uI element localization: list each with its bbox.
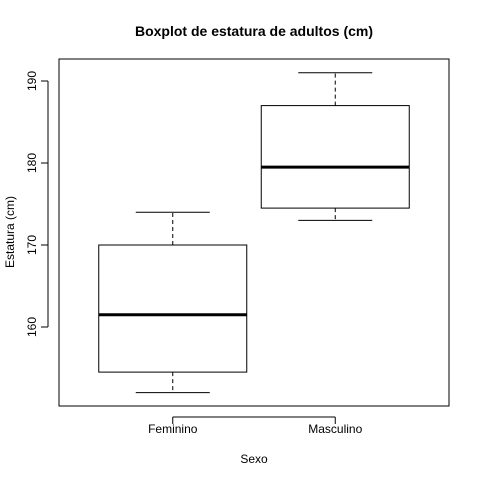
y-tick-label-160: 160 [25, 317, 39, 337]
y-tick-label-170: 170 [25, 235, 39, 255]
chart-title: Boxplot de estatura de adultos (cm) [135, 23, 373, 39]
box-masculino [260, 72, 410, 221]
plot-frame [58, 58, 450, 407]
y-tick-label-180: 180 [25, 153, 39, 173]
y-axis: 160 170 180 190 [25, 71, 49, 337]
box-feminino [98, 211, 248, 394]
iqr-box-masculino [260, 105, 410, 209]
x-axis: Feminino Masculino [148, 416, 363, 436]
box-series [98, 72, 410, 394]
y-axis-label: Estatura (cm) [3, 196, 17, 268]
x-tick-label-masculino: Masculino [308, 422, 362, 436]
x-tick-label-feminino: Feminino [148, 422, 198, 436]
y-tick-label-190: 190 [25, 71, 39, 91]
x-axis-label: Sexo [240, 452, 268, 466]
iqr-box-feminino [98, 244, 248, 373]
